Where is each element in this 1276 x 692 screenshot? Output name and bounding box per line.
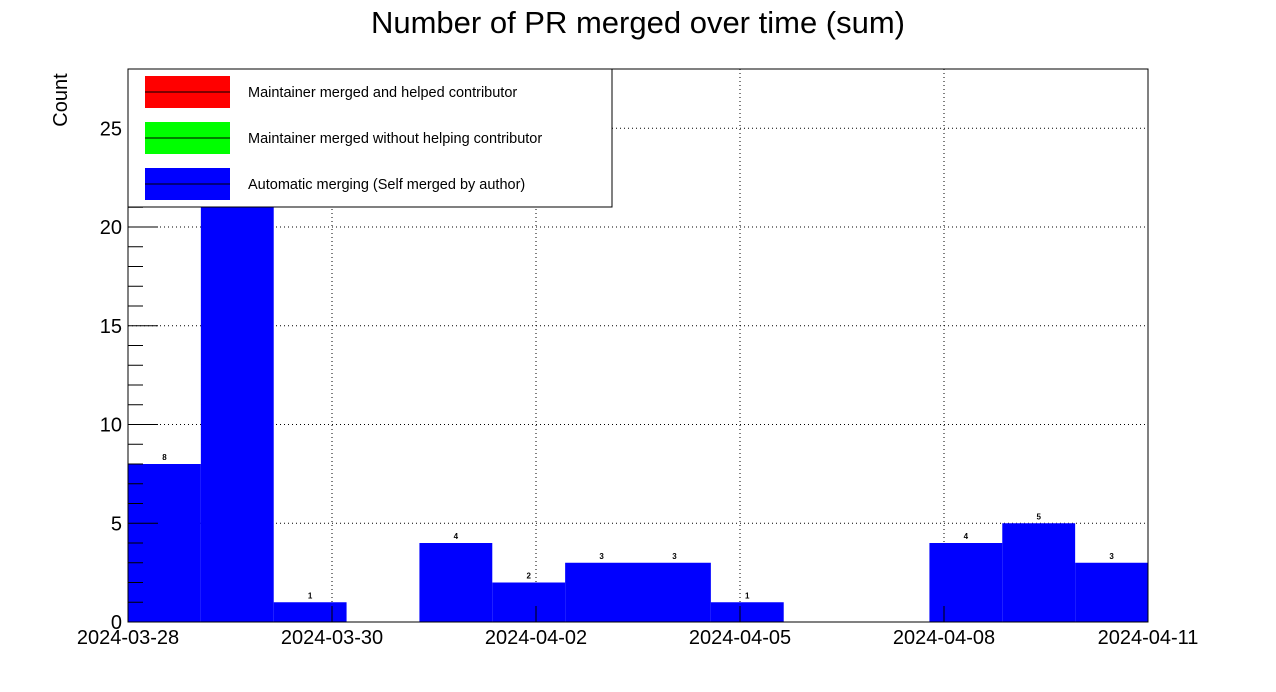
legend-entry-2: Automatic merging (Self merged by author… [248, 177, 525, 193]
bars [128, 207, 1148, 622]
x-tick-label-0: 2024-03-28 [77, 627, 179, 649]
y-tick-label-3: 15 [100, 316, 122, 338]
bar-label-4: 4 [454, 532, 459, 541]
bar-label-5: 2 [526, 572, 531, 581]
x-tick-label-4: 2024-04-08 [893, 627, 995, 649]
bar-labels: 8 1 4 2 3 3 1 4 5 3 [162, 453, 1114, 600]
bar-2-13 [1075, 562, 1148, 622]
x-tick-label-1: 2024-03-30 [281, 627, 383, 649]
y-tick-label-2: 10 [100, 415, 122, 437]
bar-2-8 [710, 602, 784, 622]
bar-label-0: 8 [162, 453, 167, 462]
x-tick-label-5: 2024-04-11 [1098, 627, 1199, 649]
bar-2-5 [492, 582, 566, 622]
bar-2-12 [1002, 523, 1076, 622]
x-tick-label-2: 2024-04-02 [485, 627, 587, 649]
bar-2-7 [638, 562, 711, 622]
bar-2-6 [565, 562, 638, 622]
bar-label-6: 3 [599, 552, 604, 561]
x-ticks: 2024-03-28 2024-03-30 2024-04-02 2024-04-05… [77, 606, 1199, 649]
y-axis-label: Count [50, 73, 72, 127]
y-tick-label-1: 5 [111, 513, 122, 535]
bar-label-2: 1 [308, 591, 313, 600]
y-tick-label-4: 20 [100, 217, 122, 239]
bar-2-1 [200, 207, 274, 622]
chart-title: Number of PR merged over time (sum) [371, 5, 905, 40]
y-tick-label-5: 25 [100, 118, 122, 140]
bar-label-12: 5 [1036, 512, 1041, 521]
legend: Maintainer merged and helped contributor… [127, 68, 613, 208]
y-tick-label-0: 0 [111, 612, 122, 634]
x-tick-label-3: 2024-04-05 [689, 627, 791, 649]
legend-entry-1: Maintainer merged without helping contri… [248, 131, 542, 147]
bar-2-4 [419, 543, 493, 622]
bar-label-11: 4 [964, 532, 969, 541]
bar-label-13: 3 [1109, 552, 1114, 561]
bar-2-11 [929, 543, 1003, 622]
bar-2-2 [273, 602, 347, 622]
bar-label-7: 3 [672, 552, 677, 561]
legend-entry-0: Maintainer merged and helped contributor [248, 85, 517, 101]
bar-label-8: 1 [745, 591, 750, 600]
